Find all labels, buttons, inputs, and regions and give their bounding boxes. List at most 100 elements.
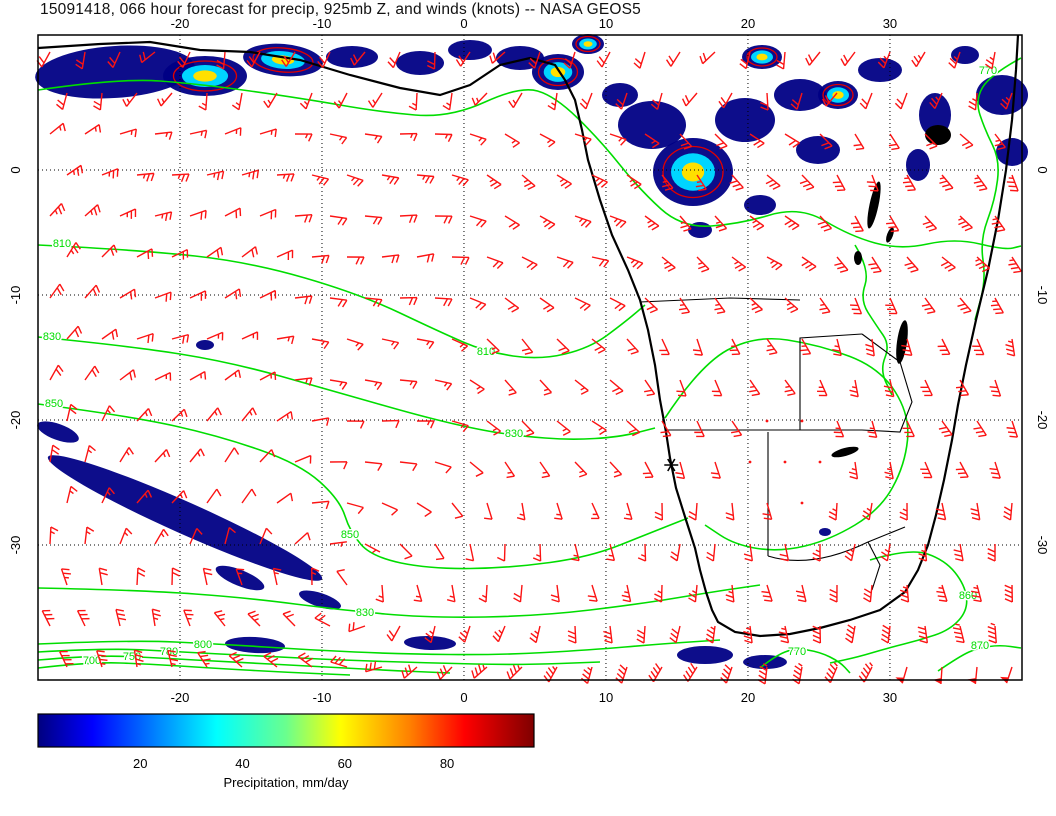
height-contour [37, 639, 721, 656]
lake [925, 125, 951, 145]
lake [896, 320, 908, 364]
wind-barb [213, 610, 226, 627]
wind-barb [539, 379, 553, 396]
wind-barb [615, 92, 628, 110]
wind-barb [451, 338, 468, 352]
wind-barb [819, 297, 831, 315]
wind-barb [828, 502, 838, 521]
wind-barb [633, 51, 646, 69]
wind-barb [706, 543, 716, 562]
wind-barb [451, 502, 464, 519]
wind-barb [863, 584, 873, 603]
wind-barb [1006, 420, 1019, 438]
wind-barb [416, 253, 435, 263]
wind-barb [801, 256, 817, 272]
wind-barb [862, 502, 873, 521]
wind-barb [591, 420, 607, 436]
wind-barb [989, 379, 1002, 397]
wind-barb [556, 338, 570, 355]
calm-dot [800, 419, 804, 423]
wind-barb [858, 662, 874, 683]
precip-cell [976, 75, 1028, 115]
wind-barb [829, 584, 838, 603]
precip-core [756, 53, 768, 61]
wind-barb [784, 297, 799, 314]
wind-barb [880, 543, 891, 562]
wind-barb [521, 174, 536, 190]
wind-barb [426, 51, 436, 70]
precip-cell [796, 136, 840, 164]
wind-barb [865, 338, 875, 357]
wind-barb [710, 461, 721, 479]
wind-barb [609, 133, 627, 146]
wind-barb [399, 296, 418, 306]
wind-barb [436, 665, 453, 680]
precip-cell [602, 83, 638, 107]
wind-barb [959, 133, 974, 150]
wind-barb [84, 284, 101, 299]
country-border [799, 333, 863, 430]
wind-barb [367, 92, 383, 108]
wind-barb [119, 369, 136, 381]
wind-flag [933, 678, 942, 684]
wind-barb [968, 92, 978, 111]
precip-cell [196, 340, 214, 350]
wind-barb [224, 127, 242, 136]
wind-barb [917, 625, 929, 644]
wind-barb [884, 461, 894, 480]
height-contour [854, 244, 893, 396]
x-tick-label-top: 10 [599, 16, 613, 31]
wind-barb [276, 492, 294, 504]
wind-barb [695, 174, 707, 192]
wind-barb [364, 543, 381, 554]
wind-barb [840, 51, 856, 67]
wind-barb [401, 664, 418, 679]
wind-barb [276, 249, 294, 260]
wind-barb [434, 379, 453, 391]
precip-cell [47, 455, 323, 581]
wind-barb [644, 133, 660, 149]
wind-barb [731, 256, 747, 272]
wind-barb [987, 622, 997, 644]
wind-barb [659, 338, 670, 356]
wind-barb [504, 379, 517, 396]
wind-barb [497, 543, 506, 562]
wind-barb [171, 567, 180, 586]
wind-barb [554, 502, 563, 520]
wind-barb [154, 449, 171, 463]
wind-barb [171, 490, 188, 504]
wind-barb [115, 608, 127, 627]
wind-barb [660, 420, 672, 438]
wind-barb [451, 420, 469, 433]
precip-core [583, 41, 593, 47]
wind-barb [832, 338, 842, 357]
height-contour [37, 79, 1022, 250]
wind-barb [167, 649, 179, 668]
wind-barb [626, 420, 641, 437]
wind-barb [938, 420, 953, 438]
wind-barb [661, 256, 676, 272]
wind-barb [478, 584, 488, 603]
wind-barb [198, 92, 208, 111]
wind-barb [606, 543, 616, 562]
wind-barb [1006, 174, 1019, 192]
wind-barb [760, 92, 769, 111]
wind-barb [539, 461, 551, 479]
x-tick-label-bottom: -10 [313, 690, 332, 705]
wind-barb [364, 297, 383, 307]
colorbar-tick: 60 [338, 756, 352, 771]
wind-barb [958, 215, 973, 232]
height-contour [664, 337, 909, 551]
wind-barb [805, 51, 821, 66]
lake [886, 227, 894, 243]
wind-barb [399, 214, 418, 223]
wind-barb [206, 246, 224, 258]
wind-barb [189, 370, 207, 381]
wind-barb [471, 92, 488, 106]
wind-barb [621, 584, 632, 603]
wind-barb [591, 338, 606, 354]
precip-core [832, 91, 844, 99]
wind-barb [136, 489, 153, 504]
wind-barb [263, 652, 279, 668]
